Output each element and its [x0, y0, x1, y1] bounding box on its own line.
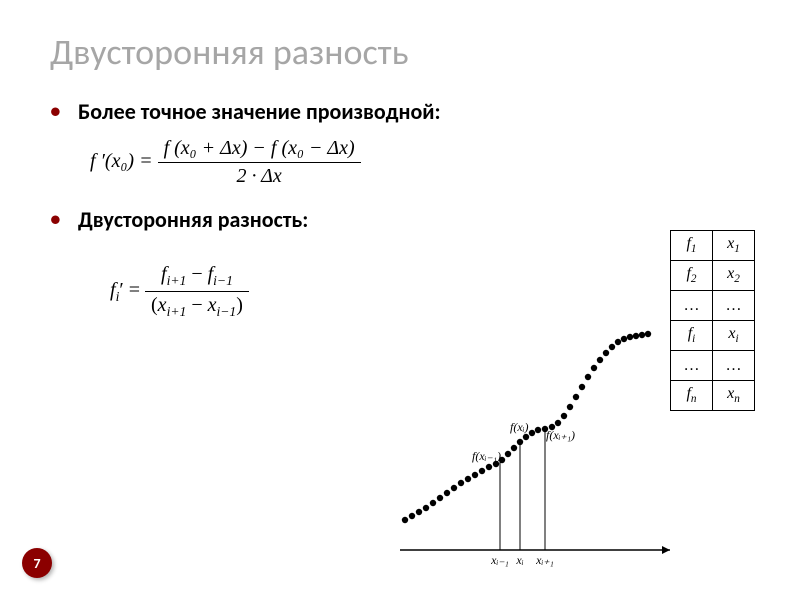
table-row: f2x2 [671, 261, 755, 291]
formula-discrete: fi′ = fi+1 − fi−1 (xi+1 − xi−1) [110, 263, 750, 320]
table-cell: x2 [713, 261, 755, 291]
bullet-item-2: Двусторонняя разность: [50, 206, 750, 233]
table-cell: f2 [671, 261, 713, 291]
curve-chart: xᵢ₋₁ xᵢ xᵢ₊₁ f(xᵢ₋₁) f(xᵢ) f(xᵢ₊₁) [390, 330, 690, 570]
bullet-list-2: Двусторонняя разность: [50, 206, 750, 233]
bullet-item-1: Более точное значение производной: [50, 98, 750, 125]
page-number-badge: 7 [22, 548, 52, 578]
table-cell: … [671, 291, 713, 321]
table-cell: xi [713, 321, 755, 351]
table-cell: … [713, 291, 755, 321]
svg-text:xᵢ₋₁: xᵢ₋₁ [490, 553, 509, 567]
f2-num-minus: − [186, 263, 207, 285]
f2-den-minus: − [186, 294, 207, 316]
formula1-numerator: f (x₀ + Δx) − f (x₀ − Δx) [158, 137, 361, 163]
f2-fraction: fi+1 − fi−1 (xi+1 − xi−1) [145, 263, 249, 320]
svg-text:xᵢ: xᵢ [515, 553, 523, 567]
f2-num-a-sub: i+1 [167, 273, 187, 288]
table-cell: f1 [671, 231, 713, 261]
formula1-lhs: f ′(x₀) = [90, 150, 153, 172]
f2-den-a: x [158, 294, 167, 316]
table-row: …… [671, 291, 755, 321]
svg-text:xᵢ₊₁: xᵢ₊₁ [535, 553, 554, 567]
table-row: f1x1 [671, 231, 755, 261]
table-cell: xn [713, 381, 755, 411]
formula1-denominator: 2 · Δx [158, 163, 361, 188]
f2-den: (xi+1 − xi−1) [145, 292, 249, 320]
f2-den-close: ) [236, 294, 243, 316]
svg-text:f(xᵢ): f(xᵢ) [510, 420, 529, 434]
table-cell: … [713, 351, 755, 381]
formula1-fraction: f (x₀ + Δx) − f (x₀ − Δx) 2 · Δx [158, 137, 361, 188]
svg-text:f(xᵢ₊₁): f(xᵢ₊₁) [546, 428, 575, 442]
f2-den-b-sub: i−1 [216, 304, 236, 319]
f2-num: fi+1 − fi−1 [145, 263, 249, 292]
slide-title: Двусторонняя разность [50, 30, 750, 74]
f2-num-b-sub: i−1 [213, 273, 233, 288]
svg-text:f(xᵢ₋₁): f(xᵢ₋₁) [472, 449, 501, 463]
f2-lhs-prime: ′ = [119, 279, 140, 301]
table-cell: x1 [713, 231, 755, 261]
f2-den-a-sub: i+1 [167, 304, 187, 319]
slide: Двусторонняя разность Более точное значе… [0, 0, 800, 600]
f2-den-open: ( [151, 294, 158, 316]
formula-central-difference: f ′(x₀) = f (x₀ + Δx) − f (x₀ − Δx) 2 · … [90, 137, 750, 188]
bullet-list: Более точное значение производной: [50, 98, 750, 125]
